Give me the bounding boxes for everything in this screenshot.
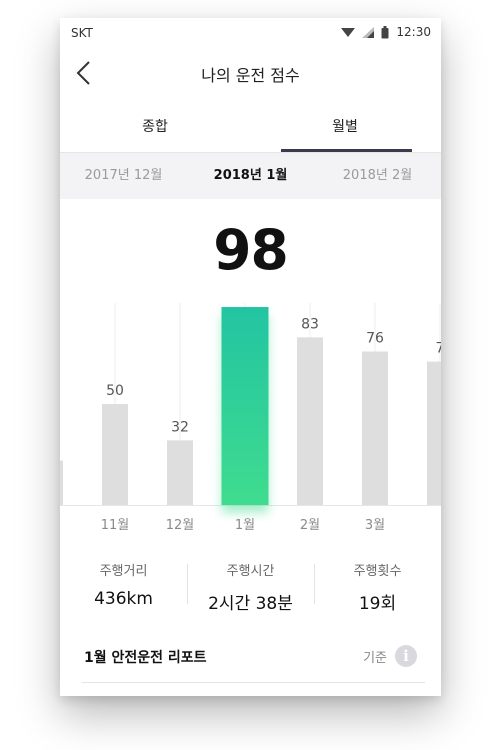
chart-bar[interactable]: [167, 440, 193, 505]
chart-bar-selected[interactable]: [221, 307, 269, 505]
chart-bar[interactable]: [60, 460, 63, 505]
month-prev[interactable]: 2017년 12월: [84, 168, 163, 183]
chart-bar[interactable]: [362, 351, 388, 505]
chart-bar[interactable]: [427, 361, 441, 505]
status-icons: 12:30: [341, 25, 431, 39]
stat-distance-label: 주행거리: [99, 564, 148, 579]
chart-category-label: 11월: [101, 518, 130, 533]
report-standard: 기준 i: [363, 645, 417, 667]
battery-icon: [381, 25, 389, 38]
cellular-signal-icon: [362, 26, 375, 38]
stat-divider: [314, 564, 315, 604]
chart-category-label: 3월: [365, 518, 385, 533]
monthly-score: 98: [213, 218, 289, 282]
status-bar: SKT 12:30: [60, 18, 441, 48]
safety-report-row[interactable]: 1월 안전운전 리포트 기준 i: [60, 634, 441, 684]
driving-stats: 주행거리 436km 주행시간 2시간 38분 주행횟수 19회: [60, 558, 441, 628]
stat-distance-value: 436km: [94, 589, 153, 609]
tab-monthly[interactable]: 월별: [332, 119, 358, 135]
stat-time-value: 2시간 38분: [208, 594, 293, 614]
stat-count: 주행횟수 19회: [314, 558, 441, 614]
page-title: 나의 운전 점수: [201, 66, 300, 85]
chart-value-label: 76: [366, 330, 384, 346]
tab-bar: 종합 월별: [60, 102, 441, 152]
active-tab-indicator: [281, 149, 412, 152]
chart-category-label: 1월: [235, 518, 255, 533]
tab-divider: [60, 152, 441, 153]
report-divider: [82, 682, 425, 683]
chart-bar[interactable]: [102, 404, 128, 505]
report-title: 1월 안전운전 리포트: [84, 650, 207, 666]
monthly-score-chart: 25011월3212월1월832월763월7: [60, 303, 441, 533]
month-current: 2018년 1월: [213, 168, 288, 183]
stat-time-label: 주행시간: [226, 564, 275, 579]
stat-time: 주행시간 2시간 38분: [187, 558, 314, 614]
chart-category-label: 2월: [300, 518, 320, 533]
info-icon[interactable]: i: [395, 645, 417, 667]
chart-value-label: 83: [301, 316, 319, 332]
chart-bar[interactable]: [297, 337, 323, 505]
clock-time: 12:30: [396, 25, 431, 39]
standard-label: 기준: [363, 650, 387, 666]
chart-value-label: 50: [106, 383, 124, 399]
app-bar: 나의 운전 점수: [60, 48, 441, 98]
stat-distance: 주행거리 436km: [60, 558, 187, 609]
chart-value-label: 7: [436, 341, 441, 357]
chart-category-label: 12월: [166, 518, 195, 533]
stat-count-value: 19회: [358, 594, 397, 614]
back-arrow-icon[interactable]: [72, 56, 102, 90]
tab-summary[interactable]: 종합: [142, 119, 168, 135]
chart-value-label: 32: [171, 419, 189, 435]
stat-divider: [187, 564, 188, 604]
month-next[interactable]: 2018년 2월: [342, 168, 413, 183]
stat-count-label: 주행횟수: [353, 564, 402, 579]
carrier-label: SKT: [71, 26, 93, 40]
phone-screen: SKT 12:30 나의 운전 점수 종합 월별 2017년 12월 2018년…: [60, 18, 441, 696]
wifi-icon: [341, 27, 356, 37]
month-selector: 2017년 12월 2018년 1월 2018년 2월: [60, 153, 441, 199]
